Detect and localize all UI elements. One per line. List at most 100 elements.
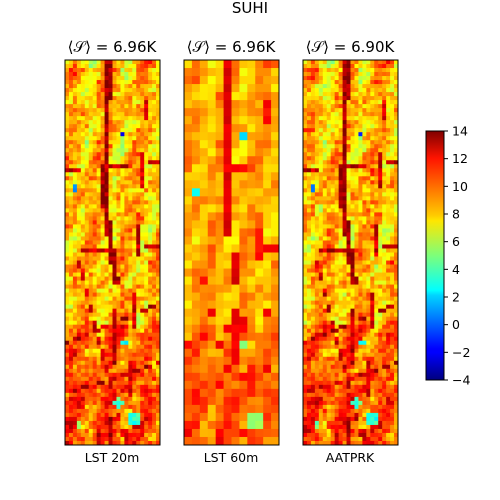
heatmap-cell [306, 368, 312, 374]
heatmap-cell [124, 204, 129, 209]
heatmap-cell [140, 108, 145, 113]
heatmap-cell [148, 124, 153, 129]
heatmap-cell [84, 224, 90, 229]
heatmap-cell [184, 308, 193, 318]
heatmap-cell [156, 208, 161, 213]
heatmap-cell [394, 380, 399, 386]
heatmap-cell [108, 160, 113, 165]
heatmap-cell [88, 260, 94, 265]
heatmap-cell [76, 220, 82, 225]
heatmap-cell [156, 192, 161, 197]
heatmap-cell [342, 292, 347, 298]
heatmap-cell [342, 336, 347, 342]
heatmap-cell [382, 304, 387, 310]
heatmap-cell [338, 300, 343, 306]
heatmap-cell [346, 388, 351, 394]
heatmap-cell [310, 88, 316, 93]
heatmap-cell [72, 104, 78, 109]
heatmap-cell [346, 292, 351, 298]
heatmap-cell [88, 164, 94, 169]
heatmap-cell [128, 344, 133, 350]
heatmap-cell [255, 188, 264, 197]
heatmap-cell [136, 132, 141, 137]
heatmap-cell [72, 352, 78, 358]
heatmap-cell [386, 256, 391, 261]
heatmap-cell [322, 372, 328, 378]
heatmap-cell [136, 184, 141, 189]
heatmap-cell [84, 380, 90, 386]
heatmap-cell [124, 172, 129, 177]
heatmap-cell [362, 292, 367, 298]
heatmap-cell [72, 360, 78, 366]
heatmap-cell [239, 292, 248, 302]
heatmap-cell [370, 92, 375, 97]
heatmap-cell [342, 284, 347, 289]
heatmap-cell [374, 276, 379, 281]
heatmap-cell [334, 60, 340, 65]
heatmap-cell [322, 332, 328, 338]
heatmap-cell [96, 196, 102, 201]
heatmap-cell [92, 220, 98, 225]
heatmap-cell [310, 128, 316, 133]
heatmap-cell [310, 236, 316, 241]
heatmap-cell [314, 208, 320, 213]
heatmap-cell [390, 316, 395, 322]
heatmap-cell [394, 344, 399, 350]
heatmap-cell [144, 340, 149, 346]
heatmap-cell [120, 336, 125, 342]
heatmap-cell [318, 124, 324, 129]
heatmap-cell [334, 380, 340, 386]
heatmap-cell [76, 196, 82, 201]
heatmap-cell [128, 212, 133, 217]
heatmap-cell [370, 244, 375, 249]
heatmap-cell [215, 76, 224, 85]
heatmap-cell [124, 344, 129, 350]
heatmap-cell [112, 312, 117, 318]
heatmap-cell [215, 420, 224, 430]
heatmap-cell [374, 188, 379, 193]
heatmap-cell [116, 208, 121, 213]
heatmap-cell [374, 152, 379, 157]
heatmap-cell [366, 248, 371, 253]
heatmap-cell [76, 200, 82, 205]
heatmap-cell [326, 376, 332, 382]
heatmap-cell [112, 100, 117, 105]
heatmap-cell [378, 212, 383, 217]
heatmap-cell [184, 220, 193, 229]
heatmap-cell [382, 176, 387, 181]
heatmap-cell [366, 372, 371, 378]
heatmap-cell [382, 332, 387, 338]
heatmap-cell [306, 276, 312, 281]
heatmap-cell [88, 356, 94, 362]
heatmap-cell [92, 388, 98, 394]
heatmap-cell [326, 276, 332, 281]
heatmap-cell [148, 200, 153, 205]
heatmap-cell [120, 304, 125, 310]
heatmap-cell [136, 348, 141, 354]
heatmap-cell [76, 304, 82, 310]
heatmap-cell [68, 336, 74, 342]
heatmap-cell [338, 316, 343, 322]
heatmap-cell [68, 200, 74, 205]
heatmap-cell [306, 264, 312, 269]
heatmap-cell [156, 216, 161, 221]
heatmap-cell [239, 428, 248, 438]
heatmap-cell [76, 236, 82, 241]
heatmap-cell [76, 256, 82, 261]
heatmap-cell [92, 232, 98, 237]
heatmap-cell [310, 80, 316, 85]
heatmap-cell [303, 256, 308, 261]
heatmap-cell [394, 164, 399, 169]
heatmap-cell [124, 328, 129, 334]
heatmap-cell [350, 160, 355, 165]
heatmap-cell [310, 100, 316, 105]
heatmap-cell [366, 356, 371, 362]
heatmap-cell [303, 188, 308, 193]
heatmap-cell [346, 204, 351, 209]
heatmap-cell [148, 364, 153, 370]
heatmap-cell [346, 320, 351, 326]
heatmap-cell [342, 320, 347, 326]
heatmap-cell [322, 192, 328, 197]
heatmap-cell [104, 248, 109, 253]
heatmap-cell [84, 124, 90, 129]
